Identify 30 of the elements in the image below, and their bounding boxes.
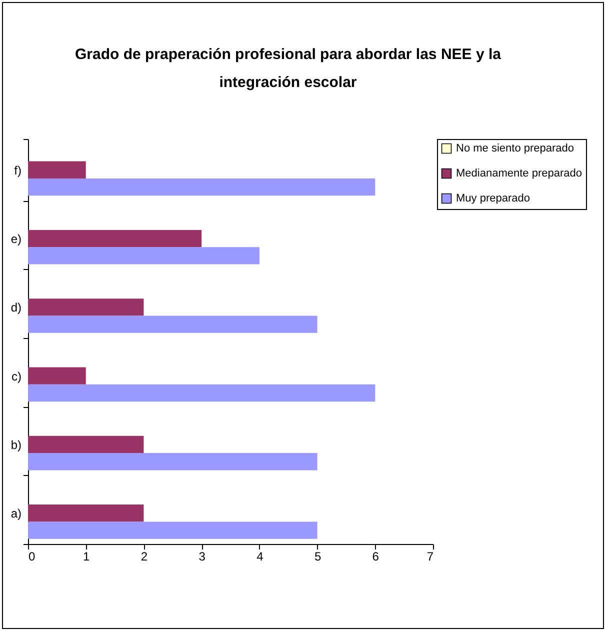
y-tick-label: c) (12, 369, 22, 384)
x-tick-label: 5 (314, 550, 322, 564)
bar (28, 178, 376, 196)
chart-title: Grado de praperación profesional para abordar las NEE y la integración escolar (74, 45, 502, 93)
bar (28, 522, 318, 539)
bar (28, 384, 376, 402)
x-tick-label: 1 (83, 550, 90, 564)
bar (28, 247, 260, 264)
bar (28, 367, 86, 384)
bar (28, 316, 318, 333)
bar (28, 161, 86, 178)
x-tick-label: 2 (140, 550, 148, 564)
x-tick-label: 0 (28, 550, 36, 564)
y-tick-label: f) (14, 163, 22, 178)
bar (28, 453, 318, 470)
y-tick-label: e) (10, 232, 22, 246)
legend-label: No me siento preparado (456, 142, 574, 154)
y-tick-label: d) (10, 300, 22, 315)
legend-label: Medianamente preparado (456, 168, 582, 180)
x-tick-label: 6 (372, 550, 380, 564)
y-tick-label: b) (10, 438, 22, 452)
bar (28, 298, 144, 316)
y-tick-label: a) (10, 506, 22, 521)
legend-label: Muy preparado (456, 192, 530, 204)
x-tick-label: 4 (256, 550, 264, 564)
bar (28, 230, 202, 248)
x-tick-label: 7 (426, 550, 434, 564)
bar (28, 436, 144, 454)
x-tick-label: 3 (198, 550, 206, 564)
bar (28, 504, 144, 522)
